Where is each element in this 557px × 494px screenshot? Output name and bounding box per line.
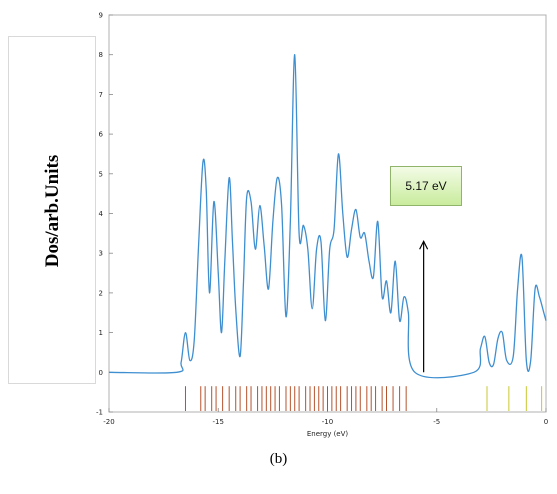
x-axis-label: Energy (eV) — [307, 430, 349, 438]
x-tick-label: -5 — [433, 418, 440, 426]
y-tick-label: -1 — [96, 409, 103, 417]
y-tick-label: 8 — [99, 51, 103, 59]
y-tick-label: 4 — [99, 210, 104, 218]
band-gap-callout: 5.17 eV — [390, 166, 462, 206]
y-tick-label: 3 — [99, 250, 103, 258]
energy-levels — [184, 386, 543, 411]
gap-arrow-head — [419, 239, 429, 250]
y-tick-label: 9 — [99, 12, 103, 20]
y-tick-label: 6 — [99, 131, 104, 139]
y-axis-label-box: Dos/arb.Units — [8, 36, 96, 384]
x-tick-label: -15 — [213, 418, 224, 426]
band-gap-label: 5.17 eV — [405, 179, 447, 193]
y-tick-label: 5 — [99, 170, 103, 178]
x-tick-label: -20 — [103, 418, 114, 426]
y-axis-label: Dos/arb.Units — [42, 154, 63, 268]
x-tick-label: -10 — [322, 418, 333, 426]
x-tick-label: 0 — [544, 418, 548, 426]
y-axis-ticks: -1 0 1 2 3 4 5 6 7 8 9 — [96, 12, 113, 417]
figure-caption: (b) — [269, 451, 288, 467]
y-tick-label: 7 — [99, 91, 103, 99]
dos-curve — [108, 54, 547, 379]
gap-arrow — [419, 239, 429, 373]
y-tick-label: 2 — [99, 289, 103, 297]
y-tick-label: 1 — [99, 329, 103, 337]
y-tick-label: 0 — [99, 369, 103, 377]
x-axis-ticks: -20 -15 -10 -5 0 — [103, 408, 548, 426]
